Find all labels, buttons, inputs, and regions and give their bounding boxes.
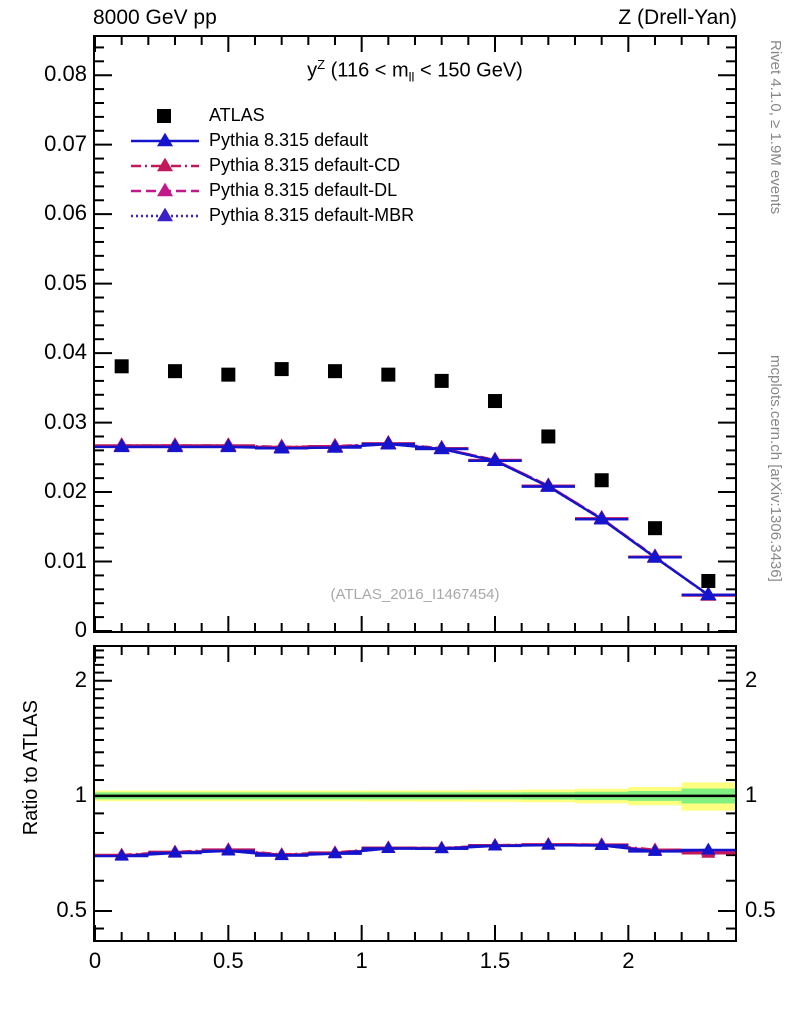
xtick-1.5: 1.5 xyxy=(479,948,511,973)
legend-label: Pythia 8.315 default xyxy=(209,130,369,150)
ratio-ytick-right-0.5: 0.5 xyxy=(745,897,776,923)
legend-label: Pythia 8.315 default-DL xyxy=(209,180,398,200)
legend-item[interactable]: Pythia 8.315 default-CD xyxy=(131,153,414,178)
main-ytick-0.01: 0.01 xyxy=(44,547,87,573)
legend-key-default-mbr xyxy=(131,206,199,226)
ratio-ytick-right-1: 1 xyxy=(745,781,758,807)
main-ytick-0.04: 0.04 xyxy=(44,339,87,365)
analysis-watermark: (ATLAS_2016_I1467454) xyxy=(330,586,500,603)
title-range-open: (116 < m xyxy=(325,59,409,82)
main-ytick-0.06: 0.06 xyxy=(44,200,87,226)
legend-key-atlas xyxy=(131,106,199,126)
header-process-label: Z (Drell-Yan) xyxy=(618,6,737,29)
legend-item[interactable]: Pythia 8.315 default-MBR xyxy=(131,203,414,228)
ratio-ytick-right-2: 2 xyxy=(745,666,758,692)
legend: ATLAS Pythia 8.315 default Pythia 8.315 de… xyxy=(131,103,414,228)
legend-item[interactable]: ATLAS xyxy=(131,103,414,128)
xtick-2: 2 xyxy=(622,948,635,973)
title-subscript: ll xyxy=(408,69,415,85)
legend-label: Pythia 8.315 default-MBR xyxy=(209,205,415,225)
xtick-1: 1 xyxy=(355,948,368,973)
xtick-0: 0 xyxy=(88,948,102,973)
title-superscript: Z xyxy=(317,57,326,72)
main-ytick-0.08: 0.08 xyxy=(44,61,87,87)
main-ytick-0.07: 0.07 xyxy=(44,130,87,156)
header-beam-label: 8000 GeV pp xyxy=(93,6,217,29)
legend-key-default-cd xyxy=(131,156,199,176)
main-ytick-0.02: 0.02 xyxy=(44,478,87,504)
rivet-version-label: Rivet 4.1.0, ≥ 1.9M events xyxy=(767,40,784,215)
ratio-ytick-left-0.5: 0.5 xyxy=(56,897,87,923)
legend-label: Pythia 8.315 default-CD xyxy=(209,155,401,175)
mcplots-source-label: mcplots.cern.ch [arXiv:1306.3436] xyxy=(767,355,784,582)
main-ytick-0: 0 xyxy=(74,617,87,642)
legend-item[interactable]: Pythia 8.315 default-DL xyxy=(131,178,414,203)
title-range-close: < 150 GeV) xyxy=(414,59,523,82)
plot-title: yZ (116 < mll < 150 GeV) xyxy=(93,57,737,85)
main-plot-panel xyxy=(93,35,737,633)
title-variable: y xyxy=(307,59,318,82)
ratio-ytick-left-1: 1 xyxy=(74,781,87,807)
legend-label: ATLAS xyxy=(209,105,265,125)
xtick-0.5: 0.5 xyxy=(213,948,244,973)
legend-key-default-dl xyxy=(131,181,199,201)
legend-item[interactable]: Pythia 8.315 default xyxy=(131,128,414,153)
main-ytick-0.03: 0.03 xyxy=(44,408,87,434)
ratio-ytick-left-2: 2 xyxy=(74,666,87,692)
legend-key-default xyxy=(131,131,199,151)
main-ytick-0.05: 0.05 xyxy=(44,269,87,295)
